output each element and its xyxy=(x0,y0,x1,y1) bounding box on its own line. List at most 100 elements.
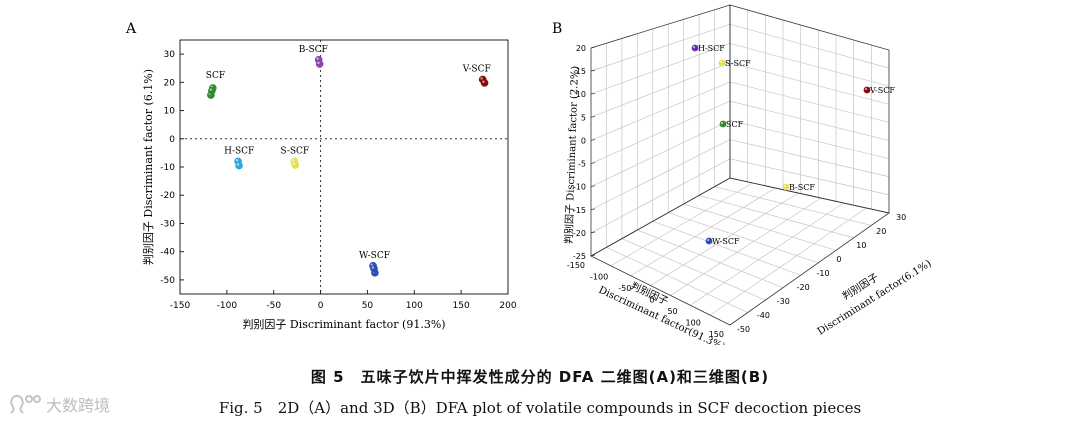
series-label-3d-scf: SCF xyxy=(726,120,744,129)
x-tick-label: 200 xyxy=(499,301,516,311)
v-tick xyxy=(590,69,596,72)
series-label-h-scf: H-SCF xyxy=(224,146,254,156)
depth-tick-label: 0 xyxy=(836,255,841,264)
y-tick-label: 10 xyxy=(164,107,176,117)
series-label-3d-b-scf: B-SCF xyxy=(789,183,815,192)
grid-line xyxy=(670,197,822,296)
grid-line xyxy=(606,247,748,313)
grid-line xyxy=(729,139,890,178)
v-tick xyxy=(590,231,596,234)
x-tick-label: -100 xyxy=(590,273,608,282)
grid-line xyxy=(590,120,731,187)
data-point-s-scf xyxy=(291,161,300,169)
depth-tick-label: -50 xyxy=(737,325,750,334)
grid-line xyxy=(709,207,867,316)
grid-line xyxy=(637,229,784,288)
grid-line xyxy=(590,100,731,164)
x-tick-label: -50 xyxy=(266,301,281,311)
grid-line xyxy=(590,81,731,141)
x-tick-label: 0 xyxy=(649,296,654,305)
y-tick-label: 20 xyxy=(164,78,176,88)
v-tick-label: -10 xyxy=(573,183,586,192)
grid-line xyxy=(630,187,776,277)
data-point-v-scf xyxy=(480,79,489,87)
series-label-w-scf: W-SCF xyxy=(359,251,390,261)
grid-line xyxy=(668,212,819,264)
data-point-highlight xyxy=(864,87,868,91)
x-tick-label: -150 xyxy=(170,301,191,311)
x-tick-label: -100 xyxy=(217,301,238,311)
depth-tick-label: -30 xyxy=(777,297,790,306)
x-tick-label: 100 xyxy=(686,319,701,328)
v-tick xyxy=(590,46,596,49)
grid-line xyxy=(729,43,890,87)
series-label-3d-v-scf: V-SCF xyxy=(869,86,895,95)
x-tick-label: 0 xyxy=(318,301,324,311)
v-tick-label: 15 xyxy=(576,67,586,76)
y-tick-label: -30 xyxy=(160,219,175,229)
caption-chinese: 图 5 五味子饮片中挥发性成分的 DFA 二维图(A)和三维图(B) xyxy=(310,368,770,386)
data-point-highlight xyxy=(720,121,724,125)
series-label-b-scf: B-SCF xyxy=(299,45,328,55)
grid-line xyxy=(610,182,753,267)
grid-line xyxy=(699,194,854,239)
data-point-highlight xyxy=(482,80,485,83)
figure: A -150 -100 -50 0 50 100 150 200-50-40-30-20-10… xyxy=(125,4,934,345)
data-point-h-scf xyxy=(235,161,243,170)
series-label-scf: SCF xyxy=(206,71,225,81)
right-wall-frame xyxy=(729,4,890,214)
v-tick xyxy=(590,185,596,188)
depth-tick-label: 30 xyxy=(896,213,906,222)
data-point-highlight xyxy=(292,159,295,162)
x-tick-label: 150 xyxy=(709,330,724,339)
series-label-s-scf: S-SCF xyxy=(280,146,309,156)
watermark: 大数跨境 xyxy=(8,392,110,416)
depth-tick-label: -10 xyxy=(817,269,830,278)
grid-line xyxy=(590,139,731,211)
x-tick-label: 150 xyxy=(453,301,470,311)
series-label-v-scf: V-SCF xyxy=(462,65,491,75)
data-point-highlight xyxy=(235,159,239,162)
v-tick xyxy=(590,162,596,164)
grid-line xyxy=(714,186,872,226)
y-tick-label: 30 xyxy=(164,50,176,60)
grid-line xyxy=(590,43,731,95)
v-tick-label: 20 xyxy=(576,44,586,53)
grid-line xyxy=(729,81,890,123)
y-axis-label: 判别因子 Discriminant factor (6.1%) xyxy=(142,69,155,265)
x-tick-label: 100 xyxy=(406,301,423,311)
caption-english: Fig. 5 2D（A）and 3D（B）DFA plot of volatil… xyxy=(218,399,862,417)
grid-line xyxy=(590,62,731,118)
v-tick xyxy=(590,115,596,118)
v-tick-label: -15 xyxy=(573,206,586,215)
data-point-highlight xyxy=(371,266,375,269)
v-tick-label: 0 xyxy=(581,136,586,145)
depth-tick-label: -40 xyxy=(757,311,770,320)
plot-frame xyxy=(179,39,509,295)
data-point-highlight xyxy=(783,184,787,188)
z-axis-label-3d: Discriminant factor(6.1%) xyxy=(816,258,934,337)
grid-line xyxy=(683,203,837,251)
y-tick-label: -40 xyxy=(160,248,175,258)
grid-line xyxy=(729,158,890,196)
grid-line xyxy=(729,23,890,69)
data-point-highlight xyxy=(292,162,296,166)
data-point-w-scf xyxy=(370,264,378,273)
x-tick-label: -150 xyxy=(567,261,585,270)
panel-label-a: A xyxy=(125,21,137,37)
data-point-highlight xyxy=(480,77,483,80)
grid-line xyxy=(729,119,890,160)
data-point-highlight xyxy=(719,60,723,64)
v-tick-label: -25 xyxy=(573,252,586,261)
grid-line xyxy=(621,238,766,301)
series-label-3d-h-scf: H-SCF xyxy=(698,44,725,53)
floor-frame xyxy=(590,177,890,326)
x-axis-label: 判别因子 Discriminant factor (91.3%) xyxy=(242,318,445,331)
y-axis-label-3d: 判别因子 Discriminant factor (2.2%) xyxy=(563,65,581,244)
v-tick-label: -5 xyxy=(578,160,586,169)
series-label-3d-s-scf: S-SCF xyxy=(725,59,751,68)
data-point-highlight xyxy=(236,163,240,166)
series-label-3d-w-scf: W-SCF xyxy=(712,237,740,246)
v-tick-label: -20 xyxy=(573,229,586,238)
data-point-highlight xyxy=(692,45,696,49)
